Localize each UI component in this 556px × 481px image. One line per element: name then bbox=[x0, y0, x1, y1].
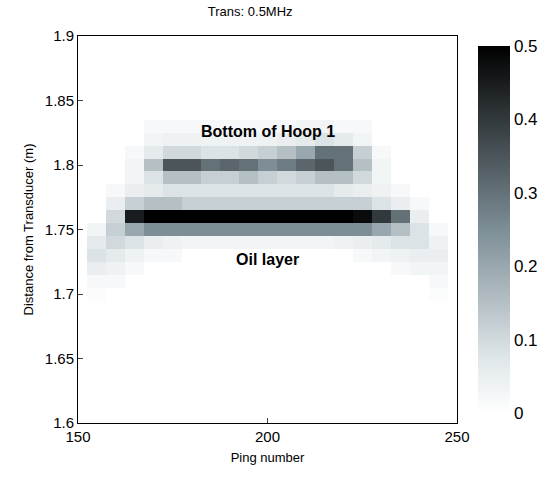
svg-text:0.5: 0.5 bbox=[514, 37, 538, 56]
svg-text:200: 200 bbox=[255, 428, 280, 445]
svg-text:0: 0 bbox=[514, 404, 523, 423]
svg-text:Oil layer: Oil layer bbox=[236, 251, 299, 268]
svg-text:Ping number: Ping number bbox=[231, 450, 305, 465]
svg-text:1.8: 1.8 bbox=[53, 156, 74, 173]
svg-text:1.75: 1.75 bbox=[45, 221, 74, 238]
svg-text:Distance from Transducer (m): Distance from Transducer (m) bbox=[21, 144, 36, 316]
svg-text:1.7: 1.7 bbox=[53, 285, 74, 302]
svg-text:0.4: 0.4 bbox=[514, 110, 538, 129]
svg-text:0.2: 0.2 bbox=[514, 257, 538, 276]
svg-text:1.6: 1.6 bbox=[53, 414, 74, 431]
svg-text:0.3: 0.3 bbox=[514, 184, 538, 203]
svg-text:1.9: 1.9 bbox=[53, 27, 74, 44]
svg-text:1.85: 1.85 bbox=[45, 92, 74, 109]
svg-text:Trans: 0.5MHz: Trans: 0.5MHz bbox=[208, 4, 293, 19]
svg-text:1.65: 1.65 bbox=[45, 350, 74, 367]
svg-text:150: 150 bbox=[65, 428, 90, 445]
svg-text:0.1: 0.1 bbox=[514, 331, 538, 350]
svg-text:250: 250 bbox=[444, 428, 469, 445]
svg-text:Bottom of Hoop 1: Bottom of Hoop 1 bbox=[201, 123, 335, 140]
